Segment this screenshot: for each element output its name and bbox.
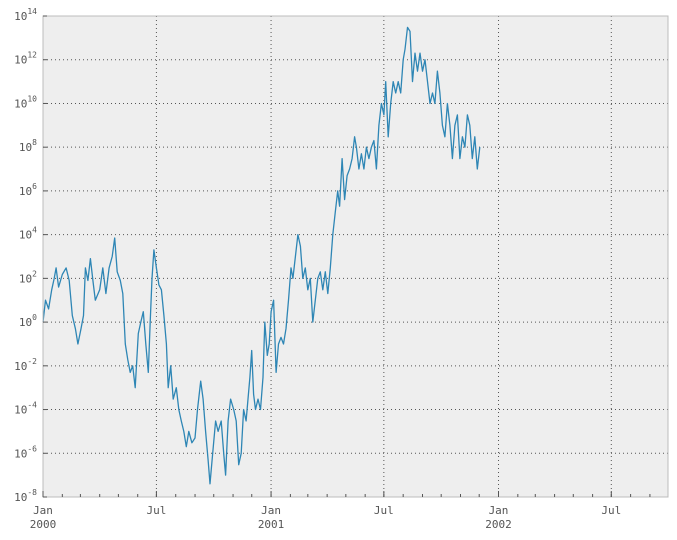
y-tick-label: 10-8 xyxy=(14,488,37,504)
plot-frame xyxy=(42,15,669,498)
x-tick-label: Jan xyxy=(261,504,281,517)
y-tick-label: 100 xyxy=(19,313,37,329)
x-tick-label: Jul xyxy=(374,504,394,517)
x-tick-year-label: 2000 xyxy=(30,518,57,531)
y-tick-label: 10-6 xyxy=(14,444,37,460)
y-tick-label: 102 xyxy=(19,269,37,285)
plot-area xyxy=(43,16,668,497)
x-tick-year-label: 2001 xyxy=(258,518,285,531)
y-tick-label: 104 xyxy=(19,226,37,242)
x-tick-year-label: 2002 xyxy=(485,518,512,531)
y-tick-label: 10-4 xyxy=(14,401,37,417)
y-tick-label: 108 xyxy=(19,138,37,154)
y-tick-label: 1010 xyxy=(14,94,37,110)
x-tick-label: Jul xyxy=(601,504,621,517)
y-tick-label: 1014 xyxy=(14,7,37,23)
x-tick-label: Jan xyxy=(33,504,53,517)
series-line xyxy=(42,26,481,485)
y-tick-label: 10-2 xyxy=(14,357,37,373)
x-tick-label: Jan xyxy=(489,504,509,517)
x-tick-label: Jul xyxy=(146,504,166,517)
y-tick-label: 1012 xyxy=(14,51,37,67)
y-axis: 10-8 10-6 10-4 10-2 100 102 104 106 108 1010 1012 1… xyxy=(14,7,47,504)
y-tick-label: 106 xyxy=(19,182,37,198)
